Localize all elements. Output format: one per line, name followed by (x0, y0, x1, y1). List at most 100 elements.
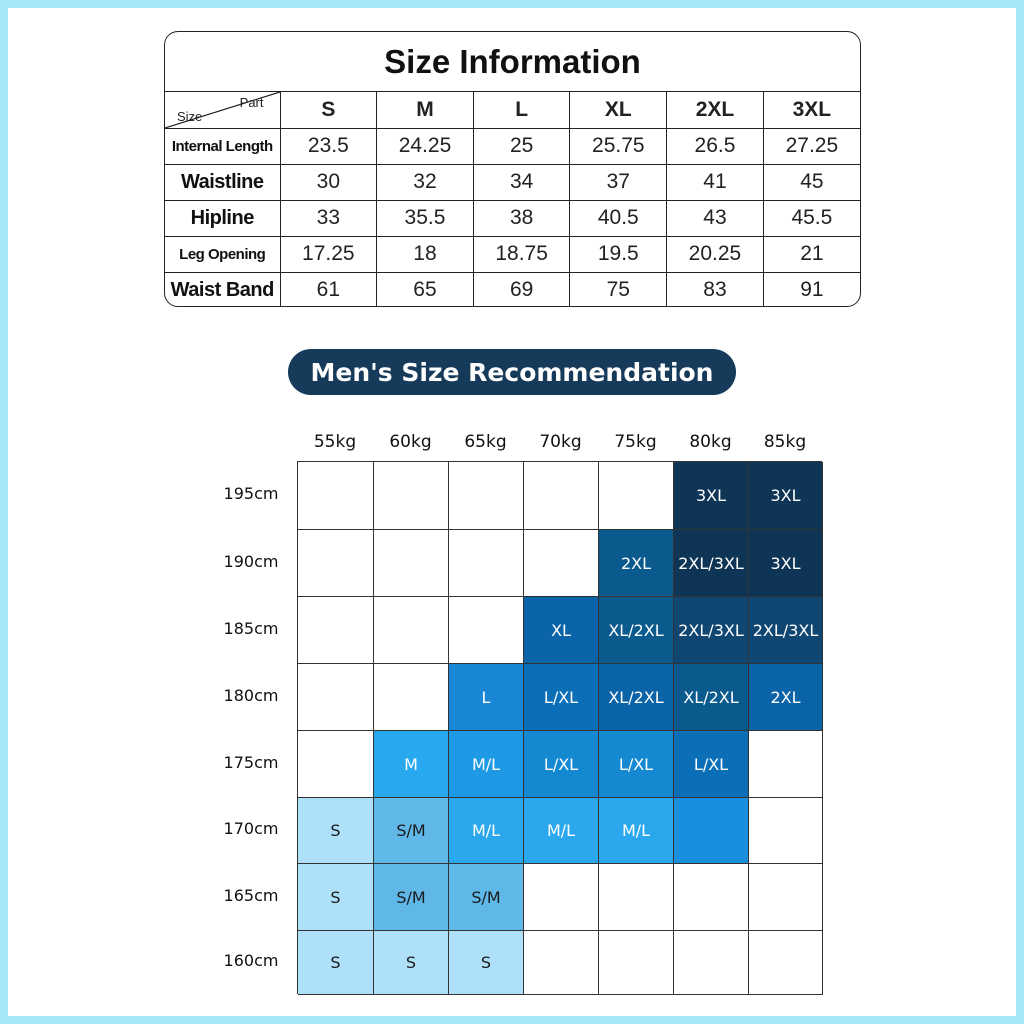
size-cell (524, 462, 599, 530)
size-header-l: L (472, 92, 571, 129)
size-cell (374, 597, 449, 664)
height-label: 185cm (223, 618, 279, 638)
size-cell (298, 462, 374, 530)
size-header-xl: XL (569, 92, 668, 129)
size-cell: 3XL (749, 530, 823, 597)
size-cell: 3XL (749, 462, 823, 530)
measurement-value: 37 (569, 163, 668, 201)
measurement-value: 26.5 (666, 127, 764, 165)
measurement-value: 23.5 (279, 127, 378, 165)
size-cell (599, 462, 674, 530)
size-cell: M/L (599, 798, 674, 864)
measurement-value: 19.5 (569, 235, 668, 273)
measurement-value: 83 (666, 271, 764, 306)
measurement-value: 38 (472, 199, 571, 237)
size-cell: M/L (449, 731, 524, 798)
height-label: 165cm (223, 885, 279, 905)
measurement-value: 41 (666, 163, 764, 201)
size-cell: S (449, 931, 524, 995)
size-cell: XL (524, 597, 599, 664)
size-cell (524, 931, 599, 995)
size-cell: S (298, 931, 374, 995)
size-information-table: Size Information Part Size S M L XL 2XL 3XL Inte… (164, 31, 861, 307)
size-cell: L/XL (599, 731, 674, 798)
corner-size-label: Size (177, 108, 203, 124)
height-label: 195cm (223, 484, 279, 503)
size-cell: L (449, 664, 524, 731)
weight-label: 55kg (313, 432, 357, 452)
size-cell: 2XL (749, 664, 823, 731)
measurement-value: 34 (472, 163, 571, 201)
height-label: 160cm (223, 951, 279, 970)
measurement-value: 91 (762, 271, 860, 306)
size-cell: S/M (449, 864, 524, 931)
size-cell (749, 931, 823, 995)
measurement-label: Internal Length (165, 127, 281, 165)
measurement-label: Hipline (165, 199, 281, 237)
size-cell: 2XL/3XL (674, 530, 749, 597)
measurement-value: 24.25 (376, 127, 474, 165)
measurement-value: 43 (666, 199, 764, 237)
measurement-value: 45 (762, 163, 860, 201)
size-cell: 2XL/3XL (674, 597, 749, 664)
size-cell: 3XL (674, 462, 749, 530)
size-cell (374, 530, 449, 597)
size-cell (524, 864, 599, 931)
size-cell: 2XL (599, 530, 674, 597)
size-cell (374, 664, 449, 731)
size-cell (449, 462, 524, 530)
weight-label: 85kg (763, 432, 807, 452)
size-recommendation-grid: 3XL 3XL 2XL 2XL/3XL 3XL XL XL/2XL 2XL/3XL 2XL/3X… (297, 461, 823, 995)
measurement-row: Leg Opening 17.25 18 18.75 19.5 20.25 21 (165, 235, 860, 273)
size-cell (298, 731, 374, 798)
size-header-row: Part Size S M L XL 2XL 3XL (165, 92, 860, 129)
height-label: 190cm (223, 551, 279, 571)
size-header-2xl: 2XL (666, 92, 764, 129)
size-cell (599, 864, 674, 931)
size-cell (749, 864, 823, 931)
size-cell (449, 530, 524, 597)
measurement-value: 75 (569, 271, 668, 306)
size-cell (674, 864, 749, 931)
measurement-value: 45.5 (762, 199, 860, 237)
measurement-value: 35.5 (376, 199, 474, 237)
size-cell (674, 931, 749, 995)
measurement-value: 21 (762, 235, 860, 273)
size-cell: XL/2XL (599, 597, 674, 664)
measurement-value: 25.75 (569, 127, 668, 165)
measurement-row: Hipline 33 35.5 38 40.5 43 45.5 (165, 199, 860, 237)
size-cell: S (298, 798, 374, 864)
size-cell: S (298, 864, 374, 931)
corner-cell: Part Size (165, 92, 281, 129)
measurement-row: Waistline 30 32 34 37 41 45 (165, 163, 860, 201)
size-cell (298, 664, 374, 731)
measurement-value: 25 (472, 127, 571, 165)
measurement-value: 69 (472, 271, 571, 306)
size-cell: L/XL (524, 731, 599, 798)
size-header-3xl: 3XL (762, 92, 860, 129)
recommendation-title: Men's Size Recommendation (288, 349, 736, 395)
size-cell (749, 798, 823, 864)
size-cell: S (374, 931, 449, 995)
size-cell (524, 530, 599, 597)
size-table: Part Size S M L XL 2XL 3XL Internal Length 23.5 24… (165, 92, 860, 306)
measurement-value: 40.5 (569, 199, 668, 237)
size-cell: L/XL (524, 664, 599, 731)
measurement-value: 18.75 (472, 235, 571, 273)
size-cell (749, 731, 823, 798)
size-information-title: Size Information (165, 32, 860, 92)
weight-label: 75kg (614, 432, 657, 452)
size-cell: XL/2XL (674, 664, 749, 731)
measurement-value: 17.25 (279, 235, 378, 273)
size-cell: 2XL/3XL (749, 597, 823, 664)
size-cell: S/M (374, 798, 449, 864)
size-cell (298, 530, 374, 597)
measurement-value: 32 (376, 163, 474, 201)
size-cell (449, 597, 524, 664)
measurement-value: 30 (279, 163, 378, 201)
measurement-value: 20.25 (666, 235, 764, 273)
size-cell (374, 462, 449, 530)
height-label: 175cm (223, 752, 279, 772)
size-cell: S/M (374, 864, 449, 931)
size-cell: L/XL (674, 731, 749, 798)
